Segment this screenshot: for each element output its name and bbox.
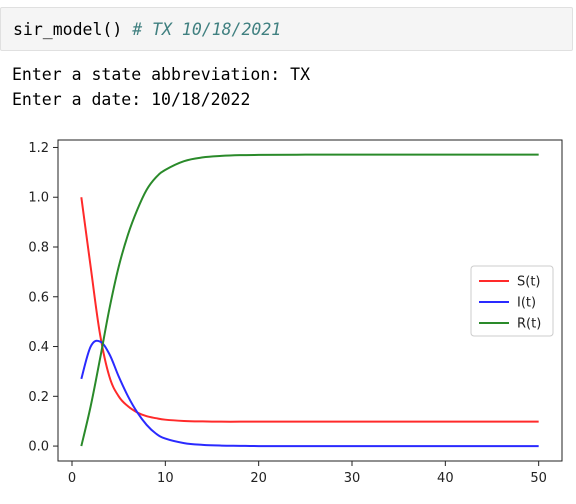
series-i-line xyxy=(80,339,539,448)
x-tick-label: 0 xyxy=(68,471,76,486)
series-r-line xyxy=(80,153,539,447)
x-tick-label: 20 xyxy=(250,471,267,486)
output-line-date: Enter a date: 10/18/2022 xyxy=(12,90,251,109)
x-tick-label: 40 xyxy=(437,471,454,486)
y-tick-label: 0.0 xyxy=(28,440,49,455)
output-line-state: Enter a state abbreviation: TX xyxy=(12,65,311,84)
y-tick-label: 0.8 xyxy=(28,241,49,256)
code-text: sir_model() xyxy=(13,20,123,39)
code-cell-input[interactable]: sir_model() # TX 10/18/2021 xyxy=(0,7,573,51)
y-tick-label: 1.0 xyxy=(28,191,49,206)
x-tick-label: 10 xyxy=(157,471,174,486)
y-tick-label: 1.2 xyxy=(28,141,49,156)
y-tick-label: 0.4 xyxy=(28,340,49,355)
code-comment: # TX 10/18/2021 xyxy=(132,20,282,39)
y-tick-label: 0.2 xyxy=(28,390,49,405)
series-s-line xyxy=(80,197,539,423)
x-tick-label: 30 xyxy=(344,471,361,486)
legend-label: R(t) xyxy=(517,317,541,332)
cell-output: Enter a state abbreviation: TX Enter a da… xyxy=(12,62,310,112)
legend-box xyxy=(470,265,554,337)
plot-frame xyxy=(57,139,563,462)
x-tick-label: 50 xyxy=(530,471,547,486)
sir-line-chart: 0 10 20 30 40 50 0.0 0.2 0.4 0.6 0.8 1.0 1.2 S(t) I(t)… xyxy=(28,139,563,486)
y-tick-label: 0.6 xyxy=(28,290,49,305)
legend-label: S(t) xyxy=(517,275,541,290)
legend-label: I(t) xyxy=(517,296,536,311)
